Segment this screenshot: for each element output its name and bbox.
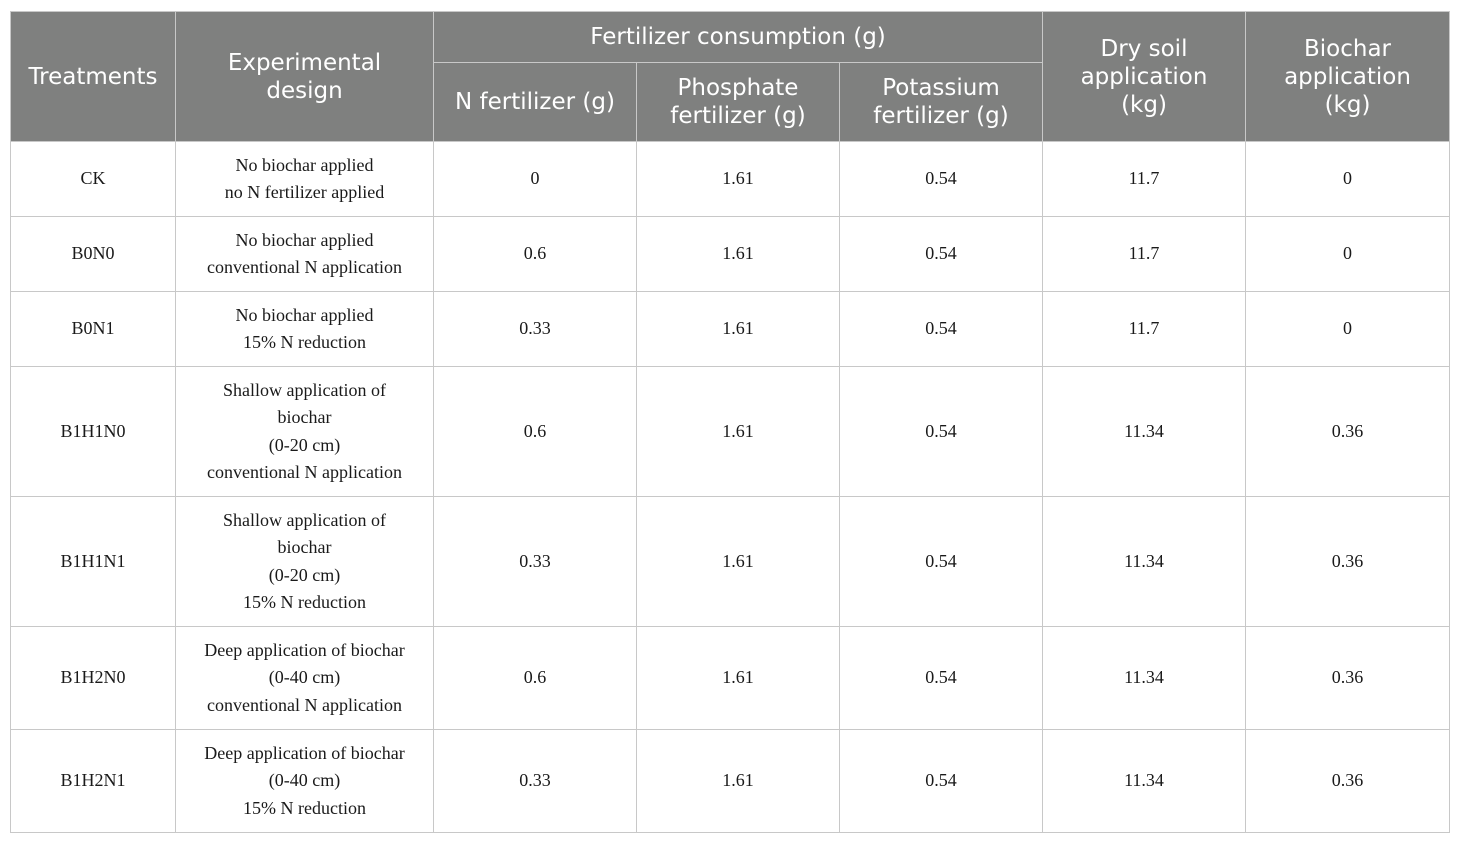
cell-phosphate: 1.61 [636,141,840,217]
table-row: B1H1N0 Shallow application of biochar (0… [10,366,1450,497]
cell-phosphate: 1.61 [636,366,840,497]
header-treatments: Treatments [10,11,176,142]
header-fertilizer-consumption: Fertilizer consumption (g) [433,11,1043,63]
cell-design: Deep application of biochar (0-40 cm) co… [175,626,434,730]
cell-biochar: 0 [1245,291,1450,367]
cell-n-fertilizer: 0.6 [433,216,637,292]
cell-phosphate: 1.61 [636,216,840,292]
cell-biochar: 0 [1245,216,1450,292]
table-row: B0N1 No biochar applied 15% N reduction … [10,291,1450,367]
cell-treatment: B0N0 [10,216,176,292]
header-potassium-fertilizer: Potassium fertilizer (g) [839,62,1043,142]
cell-n-fertilizer: 0.33 [433,729,637,833]
cell-n-fertilizer: 0.6 [433,366,637,497]
cell-design: Deep application of biochar (0-40 cm) 15… [175,729,434,833]
header-experimental-design: Experimental design [175,11,434,142]
cell-potassium: 0.54 [839,216,1043,292]
cell-treatment: B0N1 [10,291,176,367]
cell-dry-soil: 11.34 [1042,729,1246,833]
header-row-sub: N fertilizer (g) Phosphate fertilizer (g… [11,62,1450,142]
table-row: B1H1N1 Shallow application of biochar (0… [10,496,1450,627]
cell-design: Shallow application of biochar (0-20 cm)… [175,496,434,627]
table-container: Treatments Experimental design Fertilize… [10,11,1450,833]
cell-biochar: 0.36 [1245,366,1450,497]
cell-biochar: 0 [1245,141,1450,217]
cell-potassium: 0.54 [839,366,1043,497]
cell-phosphate: 1.61 [636,626,840,730]
cell-phosphate: 1.61 [636,729,840,833]
cell-potassium: 0.54 [839,626,1043,730]
header-phosphate-fertilizer: Phosphate fertilizer (g) [636,62,840,142]
table-row: B0N0 No biochar applied conventional N a… [10,216,1450,292]
cell-biochar: 0.36 [1245,626,1450,730]
table-row: B1H2N1 Deep application of biochar (0-40… [10,729,1450,833]
cell-n-fertilizer: 0.33 [433,496,637,627]
cell-dry-soil: 11.7 [1042,141,1246,217]
cell-treatment: CK [10,141,176,217]
cell-dry-soil: 11.34 [1042,366,1246,497]
cell-design: Shallow application of biochar (0-20 cm)… [175,366,434,497]
cell-treatment: B1H1N0 [10,366,176,497]
table-row: CK No biochar applied no N fertilizer ap… [10,141,1450,217]
table-body: CK No biochar applied no N fertilizer ap… [10,141,1450,833]
cell-n-fertilizer: 0 [433,141,637,217]
cell-biochar: 0.36 [1245,496,1450,627]
table-header: Treatments Experimental design Fertilize… [10,11,1450,142]
cell-treatment: B1H1N1 [10,496,176,627]
cell-phosphate: 1.61 [636,291,840,367]
cell-treatment: B1H2N0 [10,626,176,730]
cell-n-fertilizer: 0.33 [433,291,637,367]
cell-treatment: B1H2N1 [10,729,176,833]
cell-design: No biochar applied 15% N reduction [175,291,434,367]
table-row: B1H2N0 Deep application of biochar (0-40… [10,626,1450,730]
cell-potassium: 0.54 [839,291,1043,367]
cell-potassium: 0.54 [839,729,1043,833]
cell-biochar: 0.36 [1245,729,1450,833]
cell-dry-soil: 11.34 [1042,626,1246,730]
cell-design: No biochar applied conventional N applic… [175,216,434,292]
cell-potassium: 0.54 [839,141,1043,217]
cell-design: No biochar applied no N fertilizer appli… [175,141,434,217]
cell-dry-soil: 11.7 [1042,291,1246,367]
cell-phosphate: 1.61 [636,496,840,627]
cell-dry-soil: 11.34 [1042,496,1246,627]
header-biochar-application: Biochar application (kg) [1245,11,1450,142]
header-dry-soil-application: Dry soil application (kg) [1042,11,1246,142]
cell-potassium: 0.54 [839,496,1043,627]
header-row-top: Treatments Experimental design Fertilize… [10,11,1450,142]
cell-dry-soil: 11.7 [1042,216,1246,292]
cell-n-fertilizer: 0.6 [433,626,637,730]
header-n-fertilizer: N fertilizer (g) [433,62,637,142]
treatments-table: Treatments Experimental design Fertilize… [10,11,1450,833]
